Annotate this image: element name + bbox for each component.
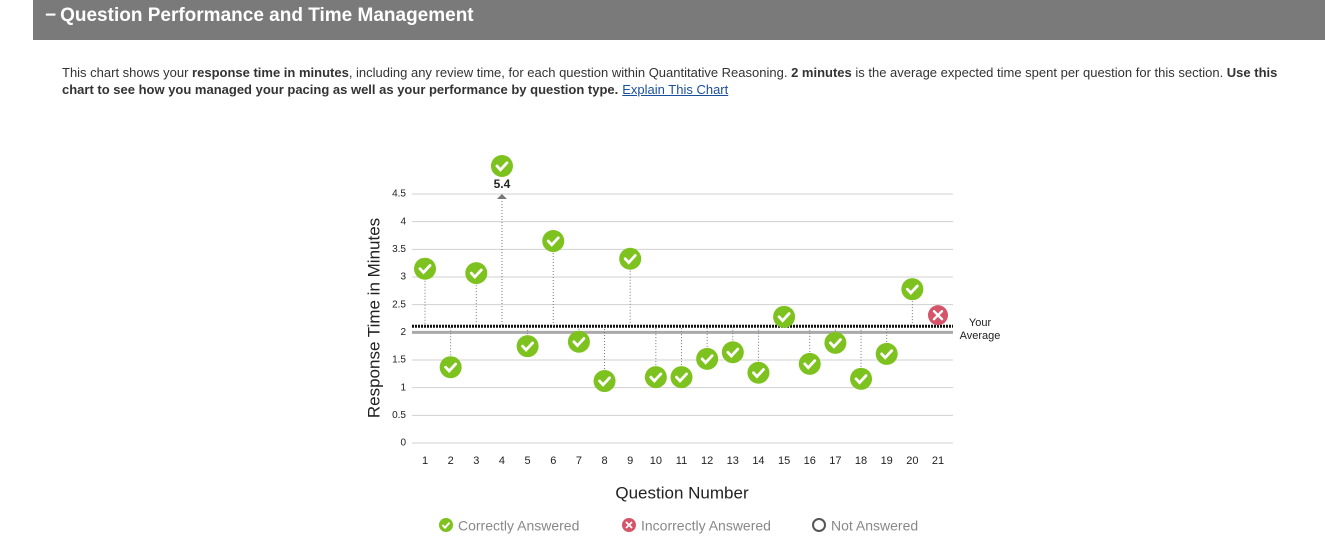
x-tick-label: 2: [448, 455, 454, 467]
marker: [567, 330, 590, 353]
average-label: Your: [969, 317, 992, 329]
marker: [875, 342, 898, 365]
legend-label: Correctly Answered: [458, 518, 579, 534]
check-icon: [829, 338, 842, 349]
marker: [516, 335, 539, 358]
x-tick-label: 5: [525, 455, 531, 467]
x-tick-label: 15: [778, 455, 790, 467]
description-text: Use this chart to see how you managed yo…: [62, 65, 1278, 97]
marker: [619, 247, 642, 270]
x-tick-label: 21: [932, 455, 944, 467]
x-tick-label: 4: [499, 455, 505, 467]
description-text: response time in minutes: [192, 65, 349, 80]
x-tick-label: 20: [906, 455, 918, 467]
x-tick-label: 12: [701, 455, 713, 467]
check-icon: [444, 362, 458, 374]
check-icon: [675, 372, 688, 384]
y-tick-label: 4: [400, 216, 406, 227]
average-label: Average: [960, 330, 1001, 342]
description-text: This chart shows your: [62, 65, 193, 80]
x-tick-label: 19: [881, 455, 893, 467]
check-icon: [598, 376, 611, 387]
x-tick-label: 6: [550, 455, 556, 467]
description-text: , including any review time, for each qu…: [348, 65, 792, 80]
marker: [542, 230, 565, 253]
marker: [747, 361, 770, 384]
section-header[interactable]: − Question Performance and Time Managemen…: [33, 0, 1325, 40]
legend-label: Not Answered: [831, 518, 918, 534]
x-tick-label: 11: [676, 455, 687, 467]
check-icon: [572, 337, 586, 348]
explain-link[interactable]: Explain This Chart: [622, 82, 729, 97]
marker: [721, 341, 744, 364]
x-tick-label: 10: [650, 455, 662, 467]
value-label: 5.4: [494, 177, 511, 191]
marker: [773, 305, 796, 328]
x-tick-label: 17: [829, 455, 841, 467]
y-tick-label: 3: [400, 272, 406, 283]
x-tick-label: 7: [576, 455, 582, 467]
y-tick-label: 1: [400, 382, 406, 393]
legend-icon: [812, 518, 826, 532]
marker: [414, 257, 436, 280]
overflow-arrow: [496, 194, 507, 199]
marker: [824, 331, 847, 354]
x-tick-label: 3: [473, 455, 479, 467]
y-tick-label: 1.5: [392, 355, 406, 366]
check-icon: [905, 284, 919, 296]
check-icon: [700, 354, 714, 365]
check-icon: [726, 347, 740, 359]
marker: [696, 347, 719, 370]
y-tick-label: 0.5: [392, 410, 406, 421]
x-tick-label: 14: [752, 455, 764, 467]
x-tick-label: 1: [422, 455, 428, 467]
check-icon: [854, 374, 868, 385]
x-tick-label: 8: [601, 455, 607, 467]
check-icon: [441, 522, 451, 530]
y-tick-label: 2.5: [392, 299, 406, 310]
marker: [670, 366, 693, 389]
check-icon: [495, 161, 509, 172]
x-tick-label: 16: [804, 455, 816, 467]
check-icon: [777, 312, 791, 323]
marker: [901, 278, 924, 301]
marker: [850, 367, 873, 390]
y-tick-label: 0: [400, 438, 406, 449]
x-axis-label: Question Number: [615, 483, 749, 502]
collapse-icon[interactable]: −: [45, 5, 57, 26]
check-icon: [649, 372, 663, 384]
marker: [439, 356, 462, 379]
check-icon: [803, 359, 817, 370]
marker: [644, 366, 667, 389]
section-title: Question Performance and Time Management: [60, 5, 474, 26]
check-icon: [752, 368, 765, 379]
cross-icon: [625, 521, 633, 529]
y-tick-label: 2: [400, 327, 406, 338]
x-tick-label: 9: [627, 455, 633, 467]
cross-icon: [932, 309, 944, 321]
check-icon: [418, 264, 432, 275]
y-tick-label: 3.5: [392, 244, 406, 255]
description: This chart shows your response time in m…: [62, 64, 1307, 98]
legend-icon: [439, 518, 453, 532]
check-icon: [880, 349, 894, 360]
y-axis-label: Response Time in Minutes: [364, 218, 383, 418]
check-icon: [623, 254, 637, 265]
x-tick-label: 18: [855, 455, 867, 467]
description-text: 2 minutes: [791, 65, 852, 80]
marker: [798, 352, 821, 375]
legend-label: Incorrectly Answered: [641, 518, 771, 534]
y-tick-label: 4.5: [392, 189, 406, 200]
check-icon: [469, 268, 483, 279]
check-icon: [521, 341, 534, 353]
marker: [465, 262, 488, 285]
marker: [593, 370, 616, 393]
description-text: is the average expected time spent per q…: [851, 65, 1227, 80]
marker: [490, 155, 513, 177]
x-tick-label: 13: [727, 455, 739, 467]
check-icon: [546, 236, 560, 247]
